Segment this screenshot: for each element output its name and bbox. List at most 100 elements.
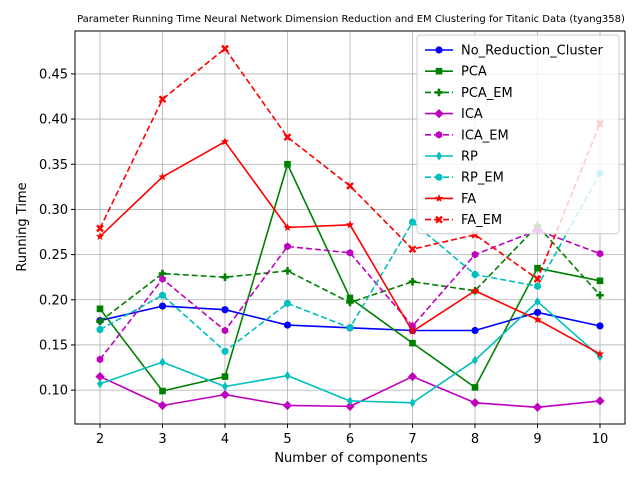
data-point — [282, 400, 293, 411]
data-point — [283, 133, 292, 142]
chart-title: Parameter Running Time Neural Network Di… — [77, 14, 625, 25]
legend-label: ICA — [461, 107, 483, 122]
data-point — [96, 355, 104, 364]
data-point — [283, 321, 292, 329]
data-point — [408, 327, 417, 335]
data-point — [409, 398, 416, 408]
legend-label: FA — [461, 192, 476, 207]
data-point — [346, 324, 354, 332]
data-point — [407, 371, 418, 382]
legend-label: FA_EM — [461, 213, 502, 228]
legend-label: No_Reduction_Cluster — [461, 44, 603, 59]
x-tick-label: 7 — [408, 432, 416, 447]
data-point — [284, 299, 291, 307]
legend-label: PCA — [461, 65, 487, 80]
data-point — [222, 381, 228, 392]
data-point — [284, 160, 291, 168]
data-point — [472, 355, 478, 365]
series-rp — [97, 296, 603, 408]
data-point — [95, 232, 105, 241]
data-point — [159, 291, 166, 299]
data-point — [409, 218, 416, 226]
y-tick-label: 0.35 — [39, 158, 68, 173]
data-point — [470, 398, 480, 408]
data-point — [346, 294, 354, 302]
data-point — [221, 44, 229, 53]
data-point — [533, 315, 542, 324]
data-point — [595, 349, 605, 358]
data-point — [596, 291, 604, 300]
data-point — [284, 371, 291, 381]
x-tick-label: 5 — [283, 432, 291, 447]
y-axis-label: Running Time — [15, 182, 30, 271]
data-point — [347, 396, 353, 406]
data-point — [159, 357, 166, 367]
data-point — [283, 223, 292, 231]
data-point — [596, 322, 604, 330]
legend-marker — [434, 194, 444, 202]
data-point — [96, 326, 104, 334]
legend-marker — [435, 88, 443, 97]
data-point — [408, 277, 417, 286]
data-point — [597, 352, 603, 362]
data-point — [220, 390, 230, 400]
data-point — [534, 264, 541, 272]
legend-entry: PCA — [425, 65, 487, 80]
legend-entry: FA_EM — [425, 213, 502, 228]
y-tick-label: 0.30 — [39, 203, 68, 218]
legend-entry: RP_EM — [425, 171, 504, 186]
data-point — [533, 275, 542, 283]
data-point — [158, 95, 167, 104]
data-point — [532, 402, 543, 412]
data-point — [221, 347, 229, 355]
data-point — [346, 182, 354, 190]
legend-label: RP — [461, 150, 478, 165]
x-tick-label: 10 — [592, 432, 609, 447]
series-line — [99, 229, 601, 360]
data-point — [409, 339, 416, 347]
legend-entry: ICA_EM — [425, 128, 509, 143]
ticks: 2 3 4 5 6 7 8 9 10 0.10 0.15 0.20 0.25 0.30 0.35 0.40 0.… — [39, 67, 608, 447]
series-rp-em — [96, 169, 604, 355]
data-point — [157, 400, 168, 411]
data-point — [221, 326, 229, 335]
data-point — [221, 373, 229, 380]
legend-entry: PCA_EM — [425, 86, 513, 101]
y-tick-label: 0.20 — [39, 293, 68, 308]
y-tick-label: 0.15 — [39, 338, 68, 353]
series-fa — [95, 137, 605, 358]
legend-marker — [435, 67, 443, 75]
legend-entry: No_Reduction_Cluster — [425, 44, 603, 59]
series-layer — [95, 44, 605, 412]
data-point — [283, 267, 292, 275]
data-point — [470, 286, 480, 295]
x-tick-label: 9 — [533, 432, 541, 447]
data-point — [596, 249, 604, 258]
data-point — [96, 305, 104, 313]
legend-entry: ICA — [425, 107, 483, 122]
y-tick-label: 0.40 — [39, 113, 68, 128]
legend: No_Reduction_Cluster PCA PCA_EM ICA ICA_EM RP… — [416, 34, 620, 235]
data-point — [471, 384, 479, 391]
legend-marker — [435, 215, 443, 224]
data-point — [96, 224, 104, 233]
legend-box — [416, 34, 620, 235]
legend-entry: FA — [425, 192, 476, 207]
data-point — [159, 275, 166, 283]
data-point — [534, 296, 541, 307]
series-line — [99, 47, 601, 280]
data-point — [346, 248, 354, 257]
series-pca — [96, 160, 604, 395]
data-point — [533, 308, 542, 317]
x-tick-label: 6 — [346, 432, 354, 447]
data-point — [96, 317, 104, 326]
data-point — [471, 250, 479, 259]
legend-label: ICA_EM — [461, 128, 509, 143]
y-tick-label: 0.25 — [39, 248, 68, 263]
data-point — [345, 401, 355, 411]
data-point — [159, 387, 166, 395]
data-point — [346, 298, 354, 307]
legend-marker — [435, 173, 443, 181]
data-point — [471, 326, 479, 335]
